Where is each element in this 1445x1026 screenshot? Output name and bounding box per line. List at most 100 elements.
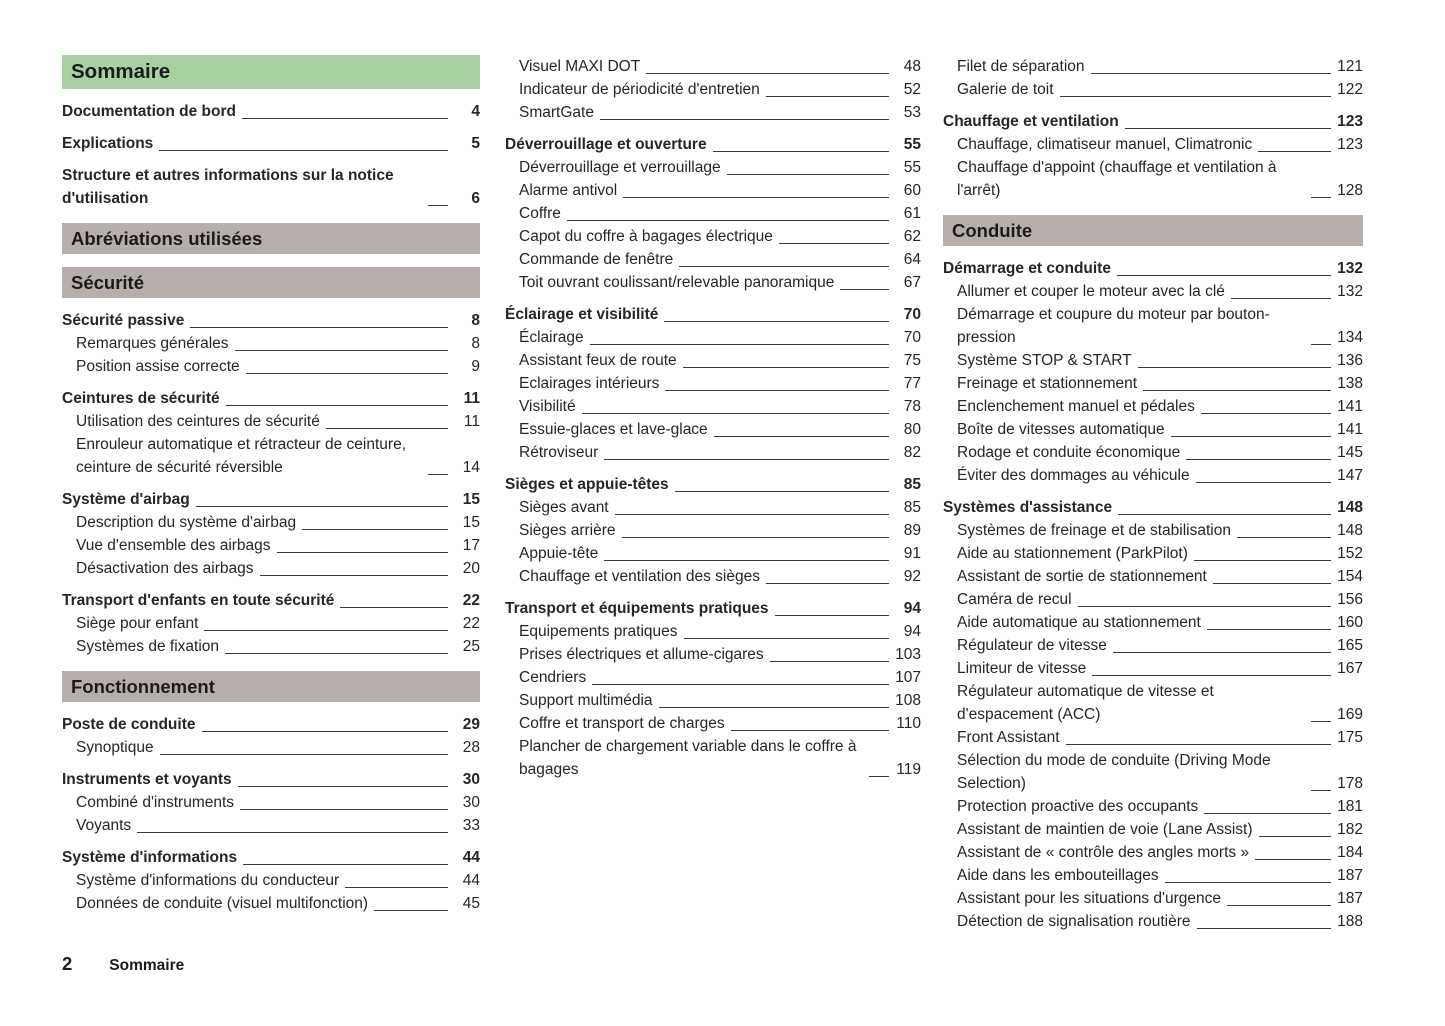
toc-entry-page: 94 bbox=[903, 600, 921, 617]
toc-entry-label: Position assise correcte bbox=[76, 358, 240, 375]
toc-entry: Cendriers 107 bbox=[505, 666, 921, 689]
toc-entry: Chauffage et ventilation des sièges 92 bbox=[505, 565, 921, 588]
toc-entry-page: 80 bbox=[903, 421, 921, 438]
toc-entry-label: Détection de signalisation routière bbox=[957, 913, 1191, 930]
section-banner: Fonctionnement bbox=[62, 671, 480, 702]
toc-entry: Protection proactive des occupants 181 bbox=[943, 795, 1363, 818]
leader-line bbox=[240, 809, 448, 810]
leader-line bbox=[1258, 151, 1331, 152]
toc-entry-page: 148 bbox=[1337, 499, 1363, 516]
toc-entry: Filet de séparation 121 bbox=[943, 55, 1363, 78]
toc-entry: Indicateur de périodicité d'entretien 52 bbox=[505, 78, 921, 101]
leader-line bbox=[225, 653, 448, 654]
toc-entry-page: 29 bbox=[462, 716, 480, 733]
toc-entry-page: 25 bbox=[462, 638, 480, 655]
toc-entry: Sièges et appuie-têtes 85 bbox=[505, 473, 921, 496]
toc-entry-page: 89 bbox=[903, 522, 921, 539]
toc-entry-page: 107 bbox=[895, 669, 921, 686]
leader-line bbox=[1212, 583, 1331, 584]
toc-entry: Description du système d'airbag 15 bbox=[62, 511, 480, 534]
leader-line bbox=[1170, 436, 1331, 437]
toc-entry-label: Synoptique bbox=[76, 739, 154, 756]
toc-entry-label: Ceintures de sécurité bbox=[62, 390, 220, 407]
section-banner: Sécurité bbox=[62, 267, 480, 298]
leader-line bbox=[340, 607, 448, 608]
toc-entry-label: Transport d'enfants en toute sécurité bbox=[62, 592, 335, 609]
toc-entry: Rétroviseur 82 bbox=[505, 441, 921, 464]
toc-entry: Rodage et conduite économique 145 bbox=[943, 441, 1363, 464]
toc-entry-page: 64 bbox=[903, 251, 921, 268]
leader-line bbox=[1258, 836, 1331, 837]
toc-entry-label: Chauffage et ventilation bbox=[943, 113, 1119, 130]
toc-entry-page: 181 bbox=[1337, 798, 1363, 815]
toc-entry: Aide automatique au stationnement 160 bbox=[943, 611, 1363, 634]
toc-entry-label: Systèmes d'assistance bbox=[943, 499, 1113, 516]
toc-entry-label: Assistant feux de route bbox=[519, 352, 677, 369]
toc-entry-label: Commande de fenêtre bbox=[519, 251, 674, 268]
toc-entry-label: Système d'informations du conducteur bbox=[76, 872, 340, 889]
leader-line bbox=[840, 289, 889, 290]
toc-entry-page: 187 bbox=[1337, 890, 1363, 907]
toc-entry-label: Equipements pratiques bbox=[519, 623, 678, 640]
toc-entry: Système d'airbag 15 bbox=[62, 488, 480, 511]
toc-entry-page: 44 bbox=[462, 849, 480, 866]
toc-entry-page: 61 bbox=[903, 205, 921, 222]
leader-line bbox=[712, 151, 889, 152]
toc-entry: Commande de fenêtre 64 bbox=[505, 248, 921, 271]
leader-line bbox=[1090, 73, 1331, 74]
toc-entry: Capot du coffre à bagages électrique 62 bbox=[505, 225, 921, 248]
leader-line bbox=[1196, 928, 1331, 929]
toc-entry-page: 20 bbox=[462, 560, 480, 577]
toc-entry: Chauffage d'appoint (chauffage et ventil… bbox=[943, 156, 1363, 202]
toc-entry-page: 154 bbox=[1337, 568, 1363, 585]
leader-line bbox=[1077, 606, 1331, 607]
toc-entry: Voyants 33 bbox=[62, 814, 480, 837]
leader-line bbox=[159, 150, 448, 151]
leader-line bbox=[201, 731, 448, 732]
toc-entry-label: Limiteur de vitesse bbox=[957, 660, 1087, 677]
leader-line bbox=[1311, 344, 1331, 345]
toc-entry: Aide dans les embouteillages 187 bbox=[943, 864, 1363, 887]
toc-entry: Données de conduite (visuel multifonctio… bbox=[62, 892, 480, 915]
leader-line bbox=[1237, 537, 1331, 538]
toc-entry-label: Rétroviseur bbox=[519, 444, 599, 461]
toc-entry-label: Protection proactive des occupants bbox=[957, 798, 1199, 815]
toc-entry: Front Assistant 175 bbox=[943, 726, 1363, 749]
toc-entry-label: Boîte de vitesses automatique bbox=[957, 421, 1165, 438]
footer-page-number: 2 bbox=[62, 953, 73, 974]
toc-entry-page: 11 bbox=[463, 390, 480, 407]
leader-line bbox=[592, 684, 889, 685]
toc-entry-page: 132 bbox=[1337, 283, 1363, 300]
toc-entry: Système STOP & START 136 bbox=[943, 349, 1363, 372]
toc-entry-page: 52 bbox=[903, 81, 921, 98]
toc-entry-label: Assistant de « contrôle des angles morts… bbox=[957, 844, 1250, 861]
toc-entry-page: 122 bbox=[1337, 81, 1363, 98]
leader-line bbox=[276, 552, 448, 553]
toc-entry: Sélection du mode de conduite (Driving M… bbox=[943, 749, 1363, 795]
toc-entry: Toit ouvrant coulissant/relevable panora… bbox=[505, 271, 921, 294]
toc-entry-label: Documentation de bord bbox=[62, 103, 236, 120]
toc-entry-label: Désactivation des airbags bbox=[76, 560, 254, 577]
toc-entry-page: 167 bbox=[1337, 660, 1363, 677]
toc-entry: Poste de conduite 29 bbox=[62, 713, 480, 736]
toc-entry: Instruments et voyants 30 bbox=[62, 768, 480, 791]
toc-entry: SmartGate 53 bbox=[505, 101, 921, 124]
leader-line bbox=[302, 529, 448, 530]
leader-line bbox=[674, 491, 889, 492]
toc-entry-label: Alarme antivol bbox=[519, 182, 618, 199]
toc-entry-label: Remarques générales bbox=[76, 335, 229, 352]
toc-entry-page: 121 bbox=[1337, 58, 1363, 75]
leader-line bbox=[664, 321, 889, 322]
leader-line bbox=[1200, 413, 1331, 414]
toc-entry-page: 77 bbox=[903, 375, 921, 392]
toc-entry-page: 103 bbox=[895, 646, 921, 663]
toc-entry-label: Sécurité passive bbox=[62, 312, 185, 329]
toc-entry-page: 178 bbox=[1337, 775, 1363, 792]
toc-entry-page: 67 bbox=[903, 274, 921, 291]
toc-entry-label: Démarrage et coupure du moteur par bouto… bbox=[957, 306, 1270, 346]
toc-entry-label: Systèmes de fixation bbox=[76, 638, 220, 655]
toc-entry: Chauffage et ventilation 123 bbox=[943, 110, 1363, 133]
section-banner: Abréviations utilisées bbox=[62, 223, 480, 254]
toc-entry-label: Structure et autres informations sur la … bbox=[62, 167, 394, 207]
toc-entry-page: 14 bbox=[462, 459, 480, 476]
